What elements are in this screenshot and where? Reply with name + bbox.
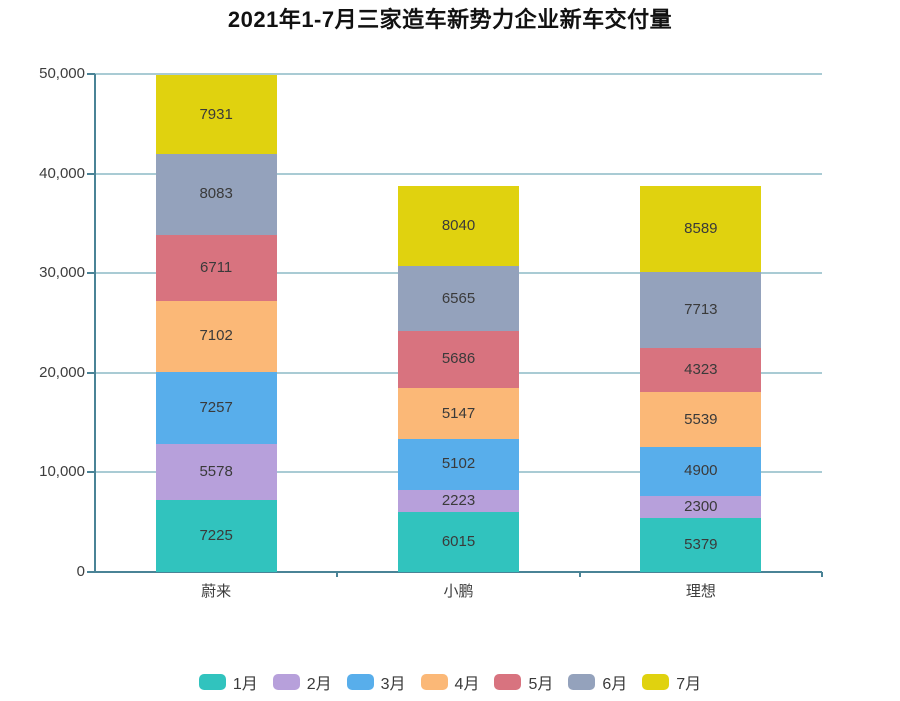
bar-segment-3月-蔚来[interactable]: 7257: [155, 372, 277, 445]
bar-segment-2月-小鹏[interactable]: 2223: [398, 489, 519, 513]
bar-segment-4月-理想[interactable]: 5539: [640, 391, 762, 447]
bar-segment-value: 7102: [199, 327, 233, 345]
legend-label: 2月: [306, 676, 332, 693]
legend-item-1月[interactable]: 1月: [198, 670, 258, 694]
bar-segment-value: 2300: [684, 497, 718, 515]
y-axis-tick: [87, 272, 95, 275]
bar-segment-value: 4323: [684, 361, 718, 379]
y-axis-tick-label: 30,000: [39, 264, 85, 282]
bar-segment-value: 5102: [441, 455, 476, 473]
legend-label: 5月: [528, 676, 554, 693]
x-axis-tick: [578, 572, 581, 577]
legend-label: 4月: [454, 676, 480, 693]
x-axis-category-label: 理想: [685, 583, 716, 600]
bar-segment-5月-理想[interactable]: 4323: [640, 348, 762, 392]
bar-segment-1月-理想[interactable]: 5379: [640, 518, 762, 572]
bar-segment-value: 8589: [684, 220, 718, 238]
legend-swatch: [198, 674, 226, 690]
plot-area: 0 10,000 20,000 30,000 40,000 50,000 7225 5578 7…: [39, 65, 823, 600]
y-axis-tick-label: 40,000: [39, 164, 85, 182]
bar-segment-value: 5379: [684, 536, 718, 554]
bar-segment-value: 5539: [684, 410, 718, 428]
bar-segment-value: 2223: [441, 491, 476, 509]
y-axis-tick: [87, 172, 95, 175]
x-axis-tick: [336, 572, 339, 577]
x-axis-category-label: 蔚来: [201, 583, 232, 600]
legend-swatch: [568, 674, 596, 690]
bar-segment-value: 7225: [199, 527, 233, 545]
y-axis-tick-label: 0: [76, 563, 85, 580]
bar-segment-value: 5686: [441, 350, 476, 368]
x-axis-category-label: 小鹏: [443, 583, 474, 600]
bar-segment-value: 4900: [684, 461, 718, 479]
y-axis-tick-label: 20,000: [39, 363, 85, 381]
bar-segment-value: 5578: [199, 463, 233, 481]
bar-segment-7月-小鹏[interactable]: 8040: [398, 185, 519, 266]
legend-item-6月[interactable]: 6月: [568, 670, 627, 694]
y-axis-tick: [87, 371, 95, 374]
legend-item-3月[interactable]: 3月: [346, 670, 406, 694]
bar-segment-6月-理想[interactable]: 7713: [640, 271, 762, 349]
legend-swatch: [642, 674, 670, 690]
y-axis-line: [94, 74, 96, 572]
y-axis-tick: [87, 471, 95, 474]
legend-swatch: [494, 674, 522, 690]
bar-segment-4月-小鹏[interactable]: 5147: [398, 387, 519, 440]
bar-segment-2月-蔚来[interactable]: 5578: [155, 444, 277, 501]
legend-swatch: [420, 674, 448, 690]
bar-segment-value: 7257: [199, 399, 233, 417]
legend-label: 3月: [380, 676, 406, 693]
x-axis-tick: [821, 572, 823, 577]
bar-segment-6月-小鹏[interactable]: 6565: [398, 265, 519, 332]
gridline: [95, 172, 822, 175]
y-axis-tick-label: 10,000: [39, 463, 85, 481]
chart-title: 2021年1-7月三家造车新势力企业新车交付量: [227, 7, 673, 32]
legend-label: 6月: [602, 676, 628, 693]
bar-segment-value: 8083: [199, 185, 233, 203]
bar-segment-value: 6015: [441, 533, 476, 551]
legend-item-7月[interactable]: 7月: [642, 670, 701, 694]
legend-label: 7月: [676, 676, 702, 693]
bar-segment-6月-蔚来[interactable]: 8083: [155, 154, 277, 235]
bar-segment-4月-蔚来[interactable]: 7102: [155, 301, 277, 373]
legend-swatch: [346, 674, 374, 690]
bar-segment-3月-小鹏[interactable]: 5102: [398, 439, 519, 490]
bar-segment-value: 8040: [441, 216, 476, 234]
bar-segment-1月-小鹏[interactable]: 6015: [398, 512, 519, 572]
bar-segment-5月-蔚来[interactable]: 6711: [155, 234, 277, 302]
bar-segment-1月-蔚来[interactable]: 7225: [155, 500, 277, 572]
bar-segment-value: 5147: [441, 404, 476, 422]
x-axis-line: [95, 571, 822, 573]
legend-label: 1月: [232, 676, 258, 693]
bar-segment-3月-理想[interactable]: 4900: [640, 446, 762, 496]
bar-segment-5月-小鹏[interactable]: 5686: [398, 331, 519, 388]
legend: 1月 2月 3月 4月 5月 6月 7月: [0, 670, 900, 694]
bar-segment-value: 6711: [200, 258, 233, 276]
bar-segment-2月-理想[interactable]: 2300: [640, 495, 762, 519]
legend-item-2月[interactable]: 2月: [272, 670, 332, 694]
legend-item-4月[interactable]: 4月: [420, 670, 480, 694]
legend-item-5月[interactable]: 5月: [494, 670, 553, 694]
bar-segment-7月-理想[interactable]: 8589: [640, 186, 762, 272]
y-axis-tick: [87, 73, 95, 75]
y-axis-tick-label: 50,000: [39, 65, 85, 82]
bar-segment-value: 6565: [441, 289, 476, 307]
bar-segment-value: 7713: [684, 300, 718, 318]
bar-segment-7月-蔚来[interactable]: 7931: [155, 75, 277, 155]
legend-swatch: [272, 674, 300, 690]
gridline: [95, 73, 822, 75]
y-axis-tick: [87, 571, 95, 573]
bar-segment-value: 7931: [199, 106, 233, 124]
